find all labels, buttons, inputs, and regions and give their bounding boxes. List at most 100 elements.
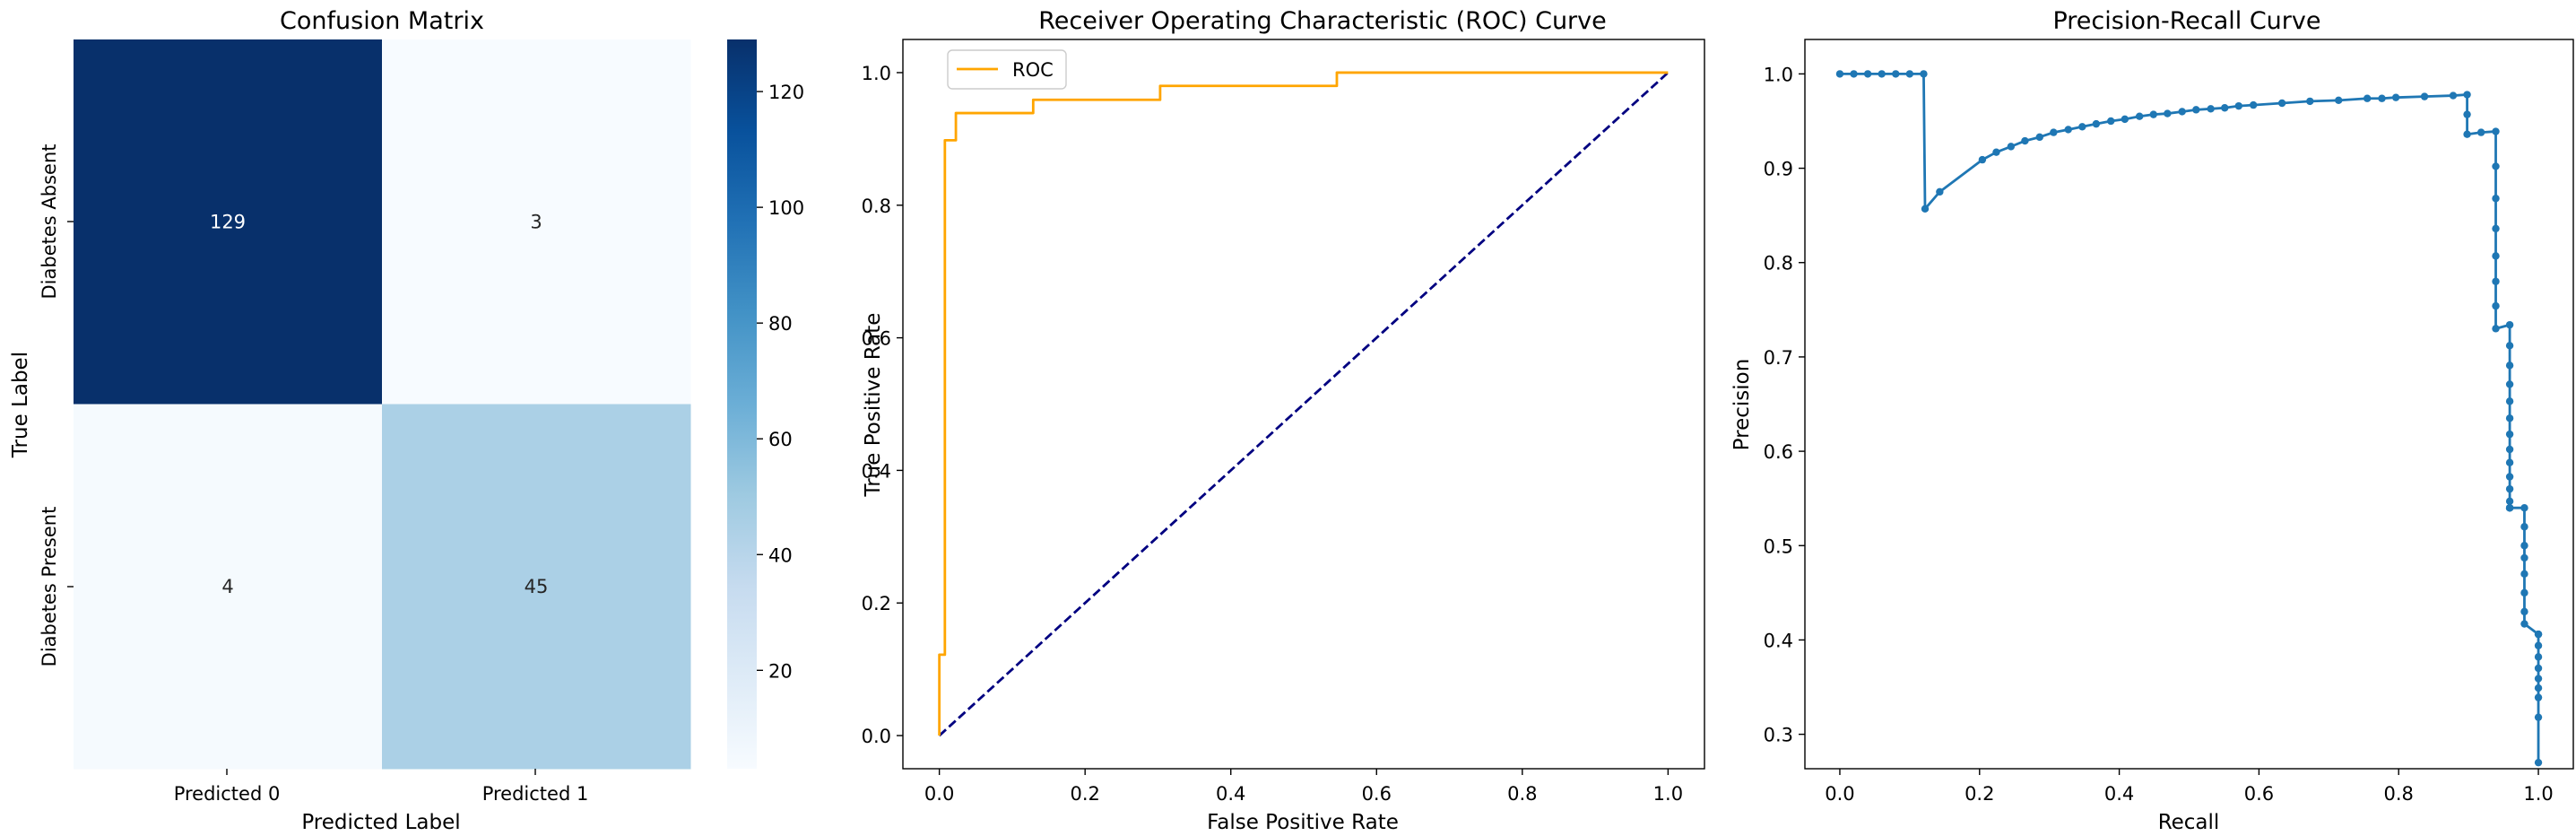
pr-point <box>2534 653 2543 661</box>
roc-title: Receiver Operating Characteristic (ROC) … <box>1038 7 1607 35</box>
roc-legend-label: ROC <box>1012 59 1054 81</box>
pr-point <box>1835 70 1844 78</box>
colorbar <box>727 39 757 769</box>
roc-ylabel: True Positive Rate <box>862 313 885 498</box>
y-tick-label: 1.0 <box>862 63 891 84</box>
y-tick-label: 0.6 <box>862 328 891 350</box>
pr-point <box>2492 224 2500 233</box>
cm-cell <box>382 39 691 405</box>
y-tick-label: 0.8 <box>862 196 891 217</box>
pr-point <box>1921 205 1930 213</box>
pr-point <box>2505 320 2514 329</box>
x-tick-label: 0.0 <box>1825 783 1854 805</box>
x-tick-label: 0.2 <box>1965 783 1994 805</box>
x-tick-label: 0.8 <box>1507 783 1537 805</box>
pr-point <box>2505 497 2514 506</box>
pr-point <box>2534 758 2543 767</box>
y-tick-label: 0.5 <box>1764 536 1793 557</box>
pr-lines <box>1835 70 2543 767</box>
pr-point <box>2221 104 2229 112</box>
y-tick-label: 0.7 <box>1764 347 1793 369</box>
pr-point <box>2463 91 2471 99</box>
pr-point <box>2520 553 2528 562</box>
roc-lines <box>938 71 1670 737</box>
pr-point <box>2449 91 2458 100</box>
pr-point <box>2534 641 2543 649</box>
pr-point <box>2277 99 2286 108</box>
x-tick-label: 1.0 <box>2523 783 2553 805</box>
y-tick-label: 0.2 <box>862 593 891 614</box>
pr-point <box>2064 126 2072 134</box>
x-tick-label: 0.4 <box>1216 783 1245 805</box>
pr-point <box>1863 70 1872 78</box>
pr-point <box>1920 70 1928 78</box>
pr-point <box>2505 342 2514 350</box>
pr-point <box>2505 458 2514 466</box>
pr-chart: Precision-Recall Curve 0.0 0.2 0.4 0.6 0.8 1.… <box>1730 7 2574 834</box>
pr-point <box>2505 473 2514 481</box>
pr-point <box>2505 430 2514 439</box>
y-tick-label: 0.6 <box>1764 441 1793 463</box>
cm-cell-value: 129 <box>210 211 246 232</box>
pr-point <box>2207 105 2215 113</box>
pr-point <box>1978 155 1987 164</box>
cm-annotations: 129 3 4 45 <box>210 211 548 597</box>
cm-title: Confusion Matrix <box>280 7 484 35</box>
pr-point <box>2092 119 2101 128</box>
pr-point <box>2492 325 2500 333</box>
roc-curve-line <box>938 71 1669 736</box>
pr-point <box>2306 97 2314 106</box>
pr-point <box>2505 484 2514 493</box>
cm-cell-value: 4 <box>221 576 233 597</box>
x-tick-label: 0.2 <box>1070 783 1099 805</box>
y-tick-label: 0.4 <box>862 460 891 482</box>
roc-legend-box <box>947 49 1067 90</box>
pr-point <box>2178 108 2186 116</box>
pr-point <box>2505 397 2514 405</box>
cm-cell-value: 45 <box>525 576 549 597</box>
pr-point <box>2492 301 2500 310</box>
pr-point <box>1878 70 1886 78</box>
y-tick-label: 1.0 <box>1764 64 1793 85</box>
pr-point <box>2476 128 2485 136</box>
pr-point <box>2121 115 2129 124</box>
pr-title: Precision-Recall Curve <box>2052 7 2320 35</box>
pr-point <box>2463 130 2471 138</box>
pr-point <box>2520 542 2528 550</box>
pr-point <box>1850 70 1858 78</box>
pr-point <box>2463 110 2471 118</box>
pr-point <box>2007 143 2016 151</box>
pr-point <box>2492 252 2500 260</box>
pr-point <box>2505 414 2514 422</box>
confusion-matrix-chart: Confusion Matrix 129 3 4 45 Predicted 0 Pre… <box>9 7 804 834</box>
roc-xlabel: False Positive Rate <box>1207 811 1399 834</box>
pr-point <box>2520 570 2528 579</box>
pr-point <box>2520 503 2528 512</box>
cm-ylabel: True Label <box>9 352 32 458</box>
colorbar-tick-label: 20 <box>768 660 793 682</box>
pr-point <box>2335 96 2343 105</box>
cm-cell-value: 3 <box>530 211 542 232</box>
x-tick-label: 1.0 <box>1653 783 1683 805</box>
pr-point <box>2135 112 2144 120</box>
cm-cell <box>382 404 691 770</box>
pr-point <box>2078 123 2086 131</box>
cm-y-tick-label: Diabetes Present <box>39 507 60 667</box>
pr-point <box>2035 133 2043 142</box>
pr-point <box>2149 110 2157 118</box>
y-tick-label: 0.0 <box>862 726 891 747</box>
pr-point <box>1892 70 1900 78</box>
pr-point <box>1905 70 1914 78</box>
cm-cells <box>74 39 691 770</box>
pr-point <box>2420 92 2429 100</box>
pr-point <box>2505 445 2514 454</box>
pr-point <box>2534 684 2543 692</box>
pr-point <box>2520 607 2528 616</box>
cm-cell <box>74 404 383 770</box>
pr-point <box>2249 100 2258 109</box>
pr-point <box>2164 109 2172 118</box>
cm-x-ticks: Predicted 0 Predicted 1 <box>174 769 588 805</box>
pr-point <box>1936 187 1944 196</box>
colorbar-ticks: 20 40 60 80 100 120 <box>757 82 804 682</box>
